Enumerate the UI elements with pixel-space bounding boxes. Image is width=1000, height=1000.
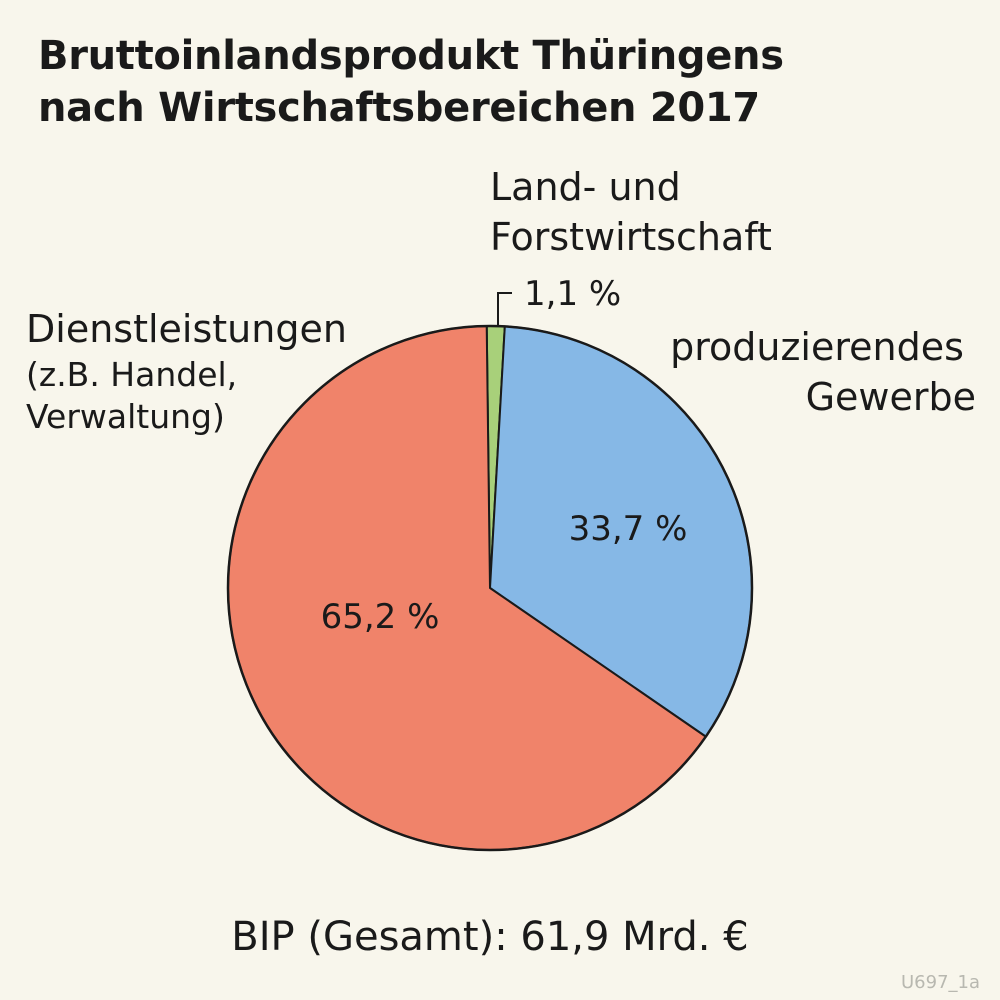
category-label-land-line-1: Land- und: [490, 165, 681, 209]
value-label-dienstleistungen: 65,2 %: [321, 597, 440, 637]
category-label-dienst-line-3: Verwaltung): [26, 397, 225, 436]
chart-title-line-1: Bruttoinlandsprodukt Thüringens: [38, 33, 784, 79]
category-label-dienst-line-1: Dienstleistungen: [26, 307, 347, 351]
chart-title-line-2: nach Wirtschaftsbereichen 2017: [38, 85, 760, 131]
category-label-dienst-line-2: (z.B. Handel,: [26, 355, 237, 394]
category-label-land-line-2: Forstwirtschaft: [490, 215, 772, 259]
category-label-prod-line-1: produzierendes: [670, 325, 964, 369]
value-label-land-und-forstwirtschaft: 1,1 %: [524, 274, 621, 314]
leader-line-land-und-forstwirtschaft: [497, 292, 512, 326]
value-label-produzierendes-gewerbe: 33,7 %: [569, 509, 688, 549]
category-label-land-und-forstwirtschaft: Land- und Forstwirtschaft: [490, 165, 772, 259]
total-gdp-label: BIP (Gesamt): 61,9 Mrd. €: [231, 914, 748, 960]
pie-outline: [226, 324, 754, 852]
chart-title: Bruttoinlandsprodukt Thüringens nach Wir…: [38, 30, 784, 134]
category-label-dienstleistungen: Dienstleistungen (z.B. Handel, Verwaltun…: [26, 307, 352, 436]
figure-code: U697_1a: [901, 972, 980, 993]
pie-slices: [227, 325, 753, 851]
category-label-prod-line-2: Gewerbe: [806, 375, 976, 419]
category-label-produzierendes-gewerbe: produzierendes Gewerbe: [670, 325, 976, 419]
